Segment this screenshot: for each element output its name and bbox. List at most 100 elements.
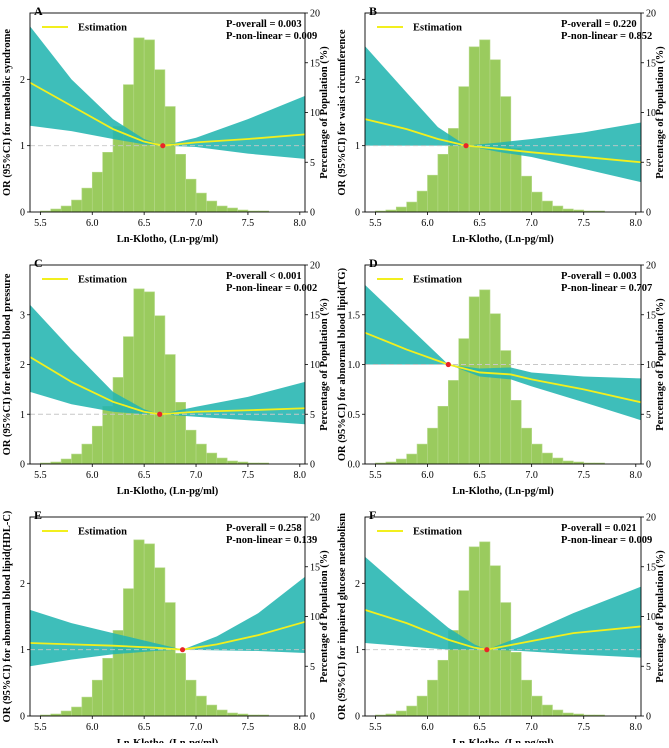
histogram-bar [531,191,543,213]
histogram-bar [510,652,522,717]
y2-axis-label: Percentage of Population (%) [655,298,666,431]
histogram-bar [143,39,155,213]
estimation-line [29,356,306,416]
histogram-bar [174,153,186,213]
y-tick-label: 2 [20,75,25,86]
y-tick-label: 0 [20,208,25,219]
histogram-bar [133,539,145,717]
y2-tick-label: 15 [646,58,656,69]
y2-tick-label: 10 [310,612,320,623]
y-axis-label: OR (95%CI) for abnormal blood lipid(TG) [337,267,348,461]
y2-tick-label: 10 [646,108,656,119]
x-tick-label: 5.5 [369,722,382,733]
histogram-bar [154,567,166,717]
histogram-bar [489,59,501,213]
histogram-bar [500,96,512,213]
panel-c: 5.5 6.0 6.5 7.0 7.5 8.0012305101520CEstimatio… [2,256,330,497]
panel-b: 5.5 6.0 6.5 7.0 7.5 8.001205101520BEstimation… [337,4,666,245]
histogram-bar [552,709,564,717]
legend-label: Estimation [413,23,462,34]
y-tick-label: 1 [20,141,25,152]
p-non-linear: P-non-linear = 0.002 [226,283,317,294]
x-tick-label: 6.5 [473,218,486,229]
histogram-bar [448,380,460,465]
histogram-bar [143,543,155,717]
y-tick-label: 0 [355,208,360,219]
x-tick-label: 7.0 [525,470,538,481]
histogram-bar [416,695,428,717]
reference-point [484,647,490,653]
histogram-bar [133,37,145,213]
x-tick-label: 5.5 [34,722,47,733]
y-tick-label: 0.5 [348,410,361,421]
y2-axis-label: Percentage of Population (%) [319,550,330,683]
reference-point [179,647,186,653]
legend-label: Estimation [78,275,127,286]
y-tick-label: 3 [20,310,25,321]
histogram-bar [195,192,207,213]
y2-tick-label: 15 [310,58,320,69]
y2-tick-label: 5 [310,410,315,421]
histogram-bar [206,452,218,465]
histogram-bar [520,679,532,717]
y-tick-label: 1 [20,645,25,656]
y-tick-label: 1.5 [348,310,361,321]
x-tick-label: 6.5 [138,218,151,229]
histogram-bar [206,704,218,717]
y2-tick-label: 0 [646,712,651,723]
x-axis-label: Ln-Klotho, (Ln-pg/ml) [452,234,554,245]
x-axis-label: Ln-Klotho, (Ln-pg/ml) [452,738,554,743]
x-tick-label: 8.0 [630,722,643,733]
panel-letter: C [34,256,43,270]
histogram-bar [60,205,72,213]
x-tick-label: 6.5 [473,470,486,481]
y2-axis-label: Percentage of Population (%) [319,298,330,431]
x-tick-label: 7.5 [577,470,590,481]
histogram-bar [427,679,439,717]
y2-axis-label: Percentage of Population (%) [319,46,330,179]
histogram-bar [541,452,553,465]
y-tick-label: 2 [20,360,25,371]
x-tick-label: 5.5 [34,218,47,229]
histogram-bar [91,425,103,465]
x-tick-label: 8.0 [630,218,643,229]
histogram-bar [541,200,553,213]
y-axis-label: OR (95%CI) for metabolic syndrome [2,29,13,196]
reference-point [157,411,163,417]
x-tick-label: 6.5 [138,722,151,733]
histogram-bar [406,453,418,465]
histogram-bar [479,541,491,717]
histogram-bar [541,704,553,717]
y-tick-label: 2 [355,75,360,86]
y-tick-label: 2 [355,579,360,590]
reference-point [160,143,166,149]
histogram-bar [216,457,228,465]
y2-tick-label: 0 [646,460,651,471]
histogram-bar [91,171,103,213]
panel-letter: D [369,256,378,270]
y-tick-label: 1.0 [348,360,361,371]
histogram-bar [395,458,407,465]
histogram-bar [500,602,512,717]
x-tick-label: 6.0 [86,218,99,229]
x-tick-label: 8.0 [294,470,307,481]
histogram-bar [520,175,532,213]
estimation-line [364,609,642,651]
x-tick-label: 8.0 [294,218,307,229]
x-tick-label: 7.5 [577,722,590,733]
histogram-bar [143,291,155,465]
y-tick-label: 0 [20,460,25,471]
histogram-bar [164,602,176,717]
x-axis-label: Ln-Klotho, (Ln-pg/ml) [117,738,219,743]
histogram-bar [489,313,501,465]
y-tick-label: 2 [20,579,25,590]
y2-tick-label: 20 [646,513,656,524]
y2-tick-label: 15 [646,562,656,573]
histogram-bar [552,457,564,465]
y-tick-label: 0 [355,712,360,723]
panel-letter: A [34,4,43,18]
p-overall: P-overall = 0.258 [226,523,302,534]
panel-a: 5.5 6.0 6.5 7.0 7.5 8.001205101520AEstimation… [2,4,330,245]
p-non-linear: P-non-linear = 0.139 [226,535,317,546]
